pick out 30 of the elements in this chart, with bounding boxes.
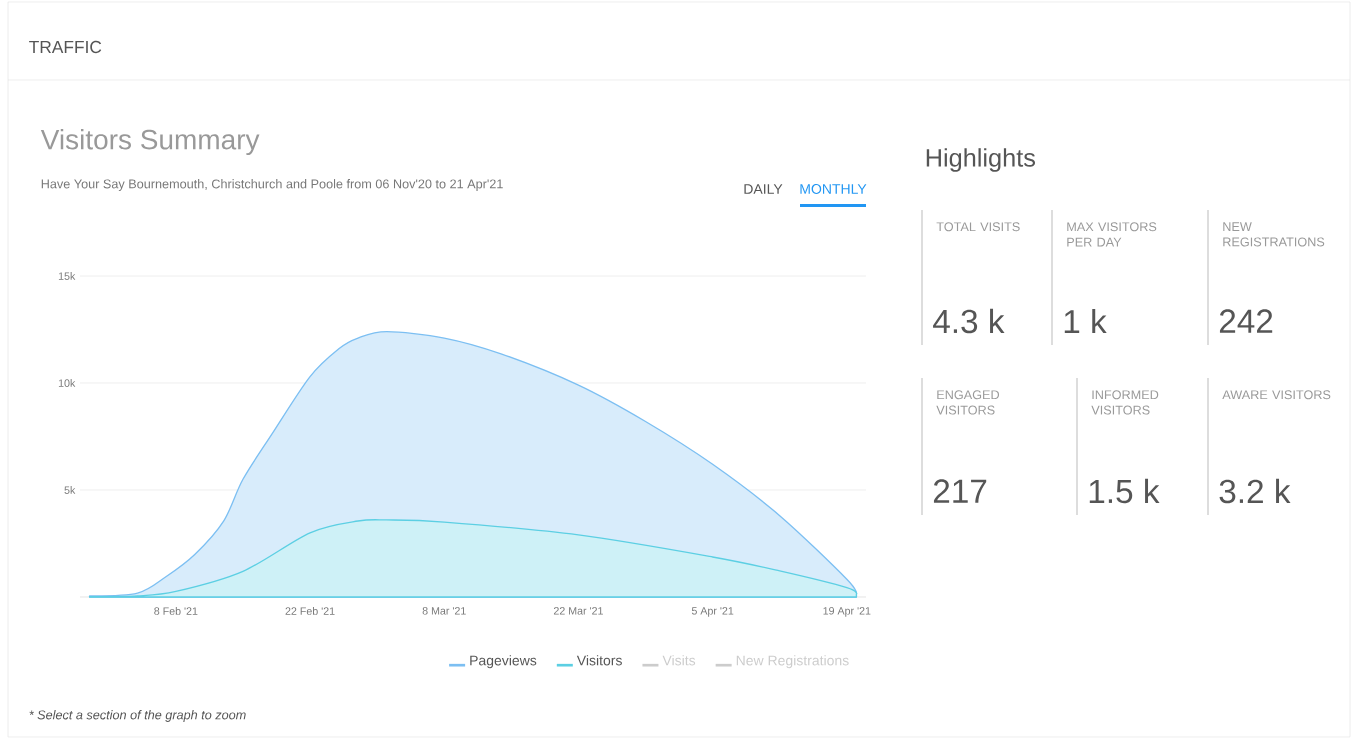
legend-label: Pageviews [470,655,537,669]
text: MAX VISITORS PER DAY [1067,222,1157,247]
x-tick-label: 22 Mar '21 [553,607,603,615]
text: 242 [1219,309,1273,333]
text: 4.3 k [933,308,1005,334]
chart-subtitle: Have Your Say Bournemouth, Christchurch and Poole from 06 Nov'20 to 21 Apr'21 [41,179,503,191]
text: 1.5 k [1089,478,1160,504]
text: * Select a section of the graph to zoom [29,710,246,722]
x-tick-label: 8 Feb '21 [154,607,198,615]
text: INFORMED VISITORS [1091,390,1159,415]
text: MONTHLY [800,184,867,194]
text: 3.2 k [1219,478,1291,504]
chart-title: Visitors Summary [40,128,260,156]
text: NEW REGISTRATIONS [1223,222,1325,247]
y-tick-label: 10k [58,379,76,387]
text: AWARE VISITORS [1222,390,1331,400]
text: TRAFFIC [29,40,102,54]
legend-label: Visitors [576,655,622,666]
y-tick-label: 15k [58,272,76,280]
x-tick-label: 19 Apr '21 [823,607,871,617]
text: TOTAL VISITS [936,222,1020,232]
text: ENGAGED VISITORS [936,390,1000,415]
x-tick-label: 5 Apr '21 [691,607,734,617]
x-tick-label: 8 Mar '21 [422,607,466,615]
y-tick-label: 5k [64,486,76,494]
text: 217 [933,479,987,503]
x-tick-label: 22 Feb '21 [285,607,335,615]
text: Highlights [926,148,1036,172]
text: DAILY [744,184,783,194]
text: 1 k [1064,308,1107,334]
